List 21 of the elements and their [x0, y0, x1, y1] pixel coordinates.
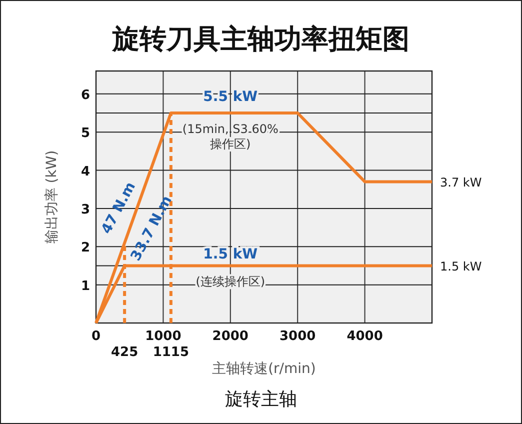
annotation: 3.7 kW	[440, 176, 482, 190]
y-tick-label: 3	[80, 202, 90, 218]
ref-line-label: 1115	[152, 345, 190, 360]
x-tick-label: 3000	[280, 329, 316, 344]
annotation: 1.5 kW	[440, 260, 482, 274]
x-axis-title: 主轴转速(r/min)	[212, 361, 316, 377]
chart-title: 旋转刀具主轴功率扭矩图	[112, 24, 410, 55]
y-axis-title: 输出功率 (kW)	[44, 150, 60, 244]
y-tick-label: 4	[80, 164, 90, 180]
y-tick-label: 1	[80, 278, 90, 294]
x-tick-label: 1000	[145, 329, 182, 344]
y-tick-label: 5	[80, 126, 90, 142]
x-tick-label: 0	[91, 329, 101, 344]
annotation: 1.5 kW	[203, 246, 258, 263]
x-tick-label: 2000	[212, 329, 248, 344]
annotation: 47 N.m	[98, 180, 139, 237]
y-tick-label: 6	[80, 88, 90, 103]
x-tick-label: 4000	[346, 329, 383, 344]
ref-line-label: 425	[110, 345, 138, 360]
y-tick-label: 2	[80, 240, 90, 256]
text: 旋转主轴	[225, 389, 297, 410]
